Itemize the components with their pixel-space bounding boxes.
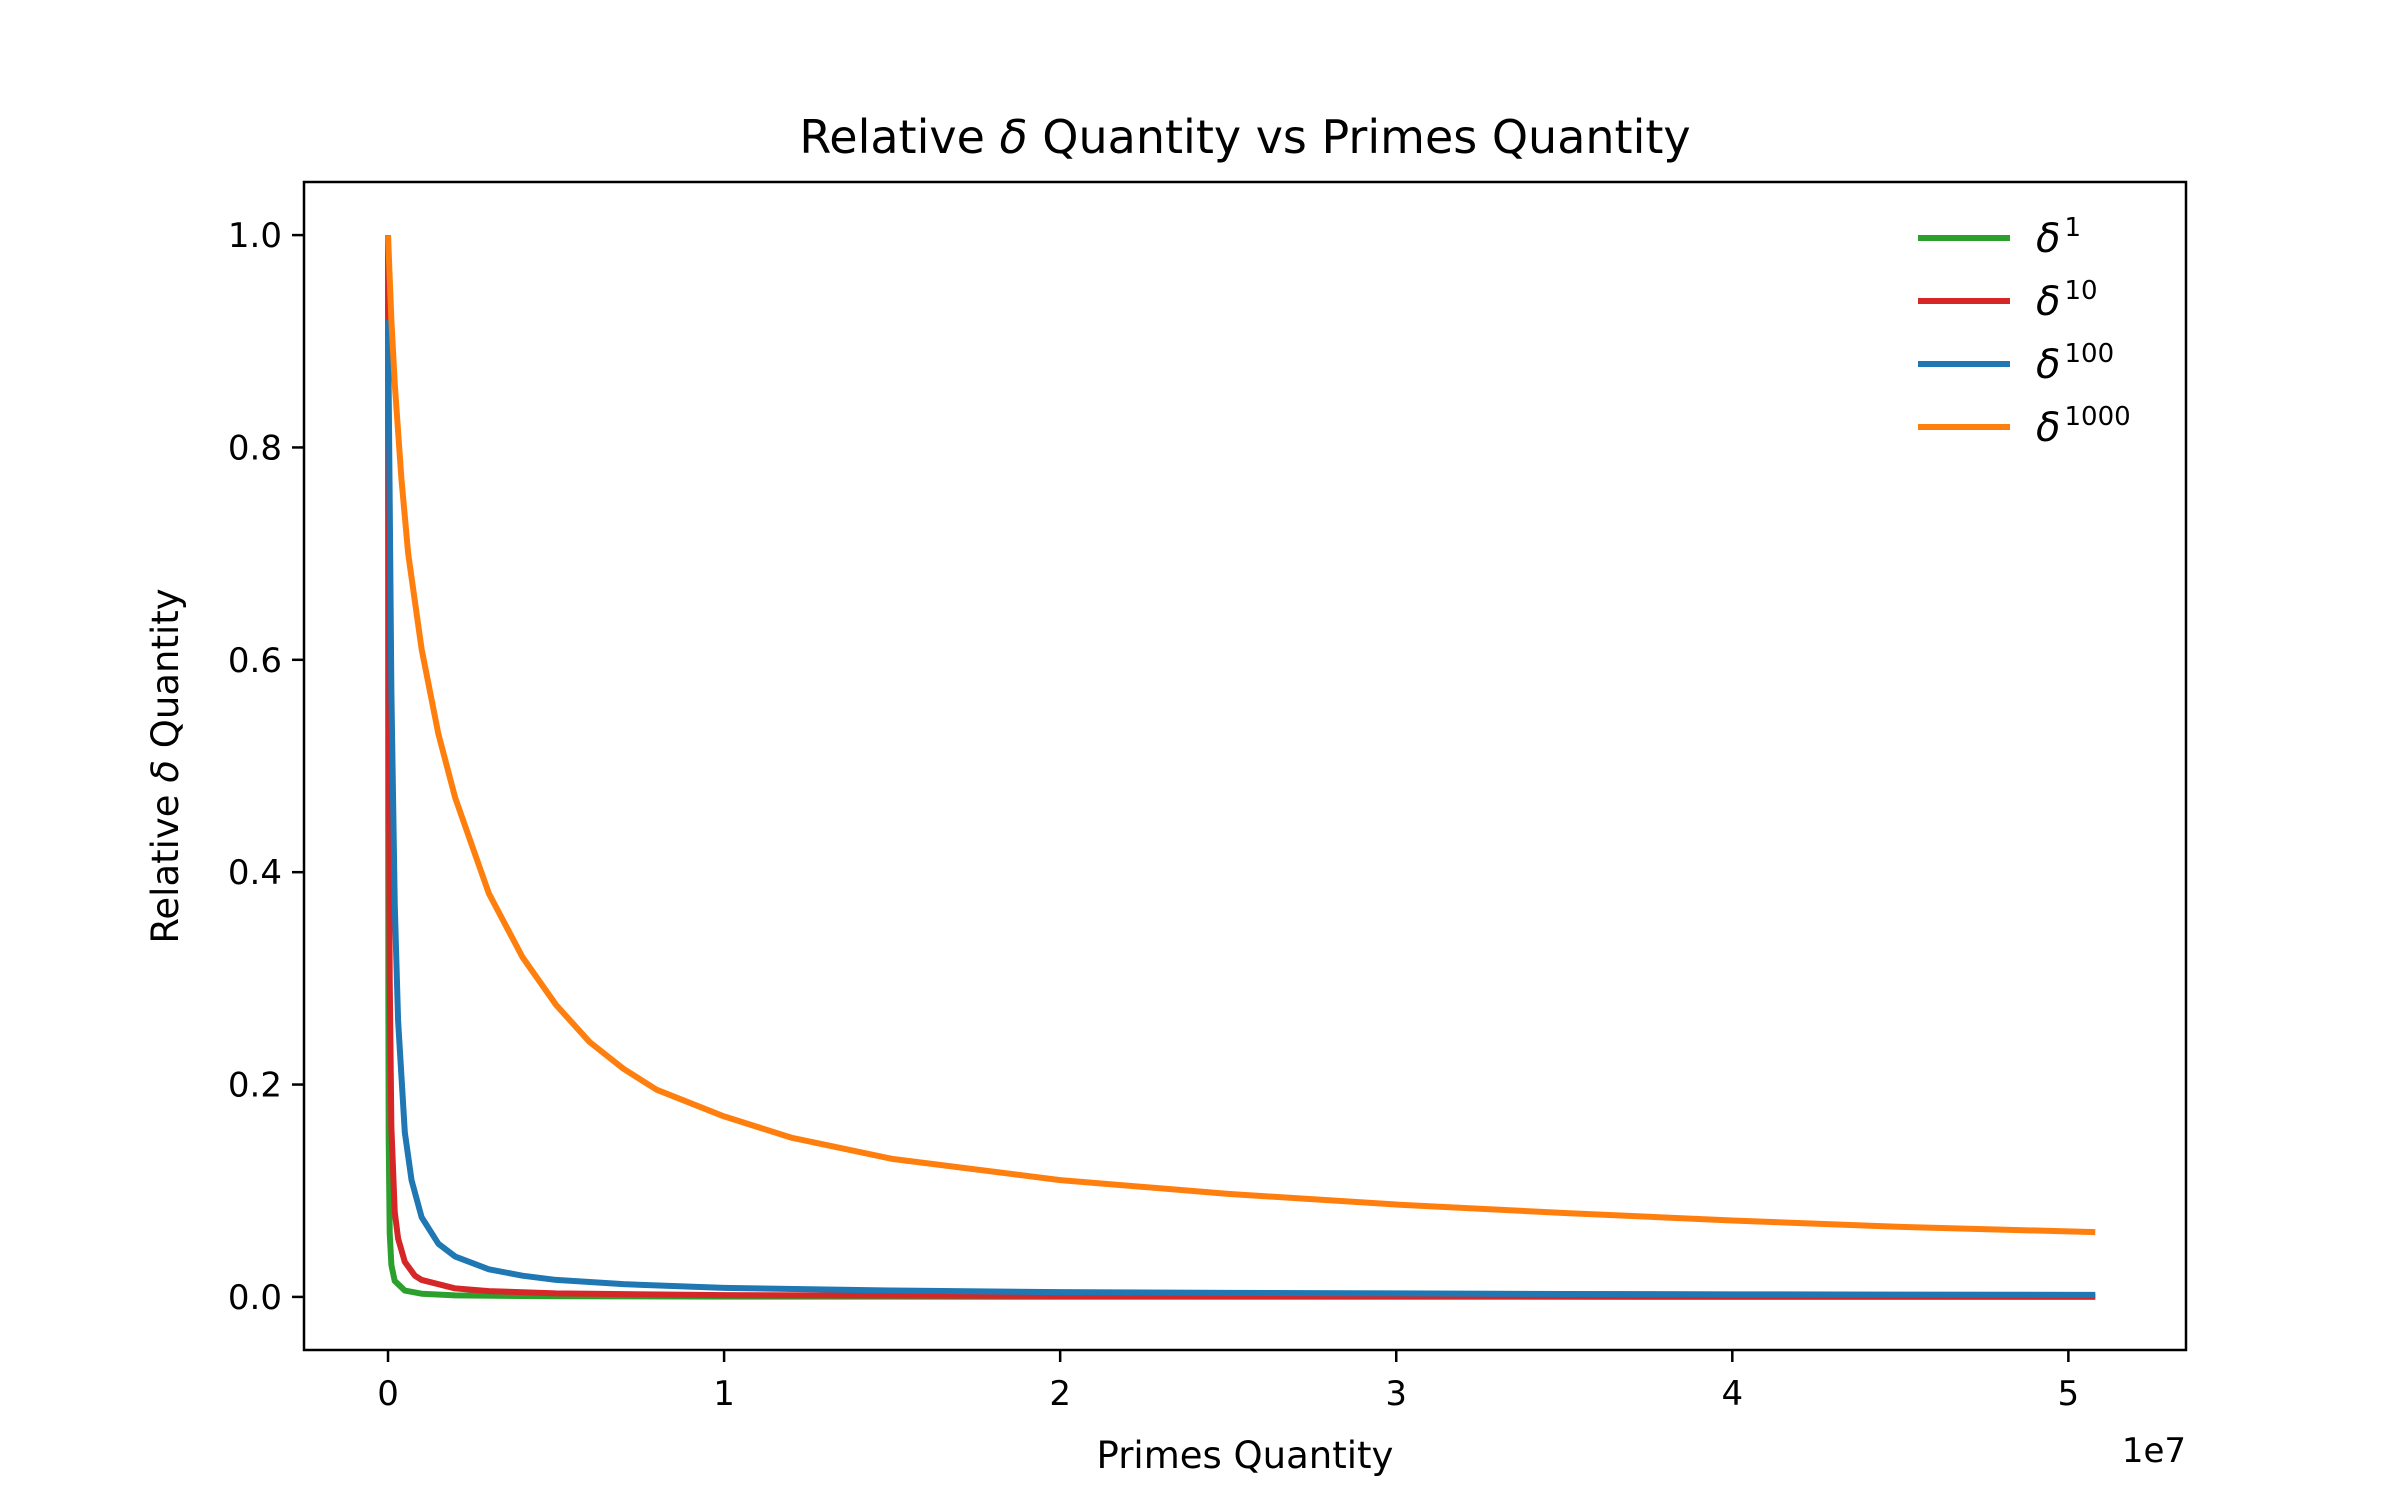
legend: δ 1 δ 10 δ 100 δ 1000 [1918,213,2131,451]
legend-label: δ 100 [2036,339,2114,388]
y-tick-label: 1.0 [228,216,282,256]
y-axis-ticks: 0.0 0.2 0.4 0.6 0.8 1.0 [228,216,304,1318]
x-tick-label: 0 [377,1374,399,1414]
y-tick-label: 0.8 [228,428,282,468]
chart-title: Relative δ Quantity vs Primes Quantity [799,110,1690,164]
series-layer [385,234,2096,1300]
y-tick-label: 0.0 [228,1278,282,1318]
x-tick-label: 4 [1721,1374,1743,1414]
series-line-100 [385,320,2096,1298]
x-axis-ticks: 0 1 2 3 4 5 [377,1350,2079,1414]
x-tick-label: 3 [1385,1374,1407,1414]
x-axis-offset-label: 1e7 [2122,1431,2186,1471]
y-tick-label: 0.4 [228,853,282,893]
x-axis-label: Primes Quantity [1097,1434,1394,1477]
series-line-10 [385,235,2096,1300]
x-tick-label: 5 [2058,1374,2080,1414]
plot-area-frame [302,180,2188,1352]
x-tick-label: 1 [713,1374,735,1414]
x-tick-label: 2 [1049,1374,1071,1414]
y-axis-label: Relative δ Quantity [144,588,187,943]
series-line-1000 [385,234,2096,1236]
y-tick-label: 0.6 [228,641,282,681]
y-tick-label: 0.2 [228,1066,282,1106]
legend-label: δ 1000 [2036,402,2131,451]
legend-label: δ 10 [2036,276,2098,325]
